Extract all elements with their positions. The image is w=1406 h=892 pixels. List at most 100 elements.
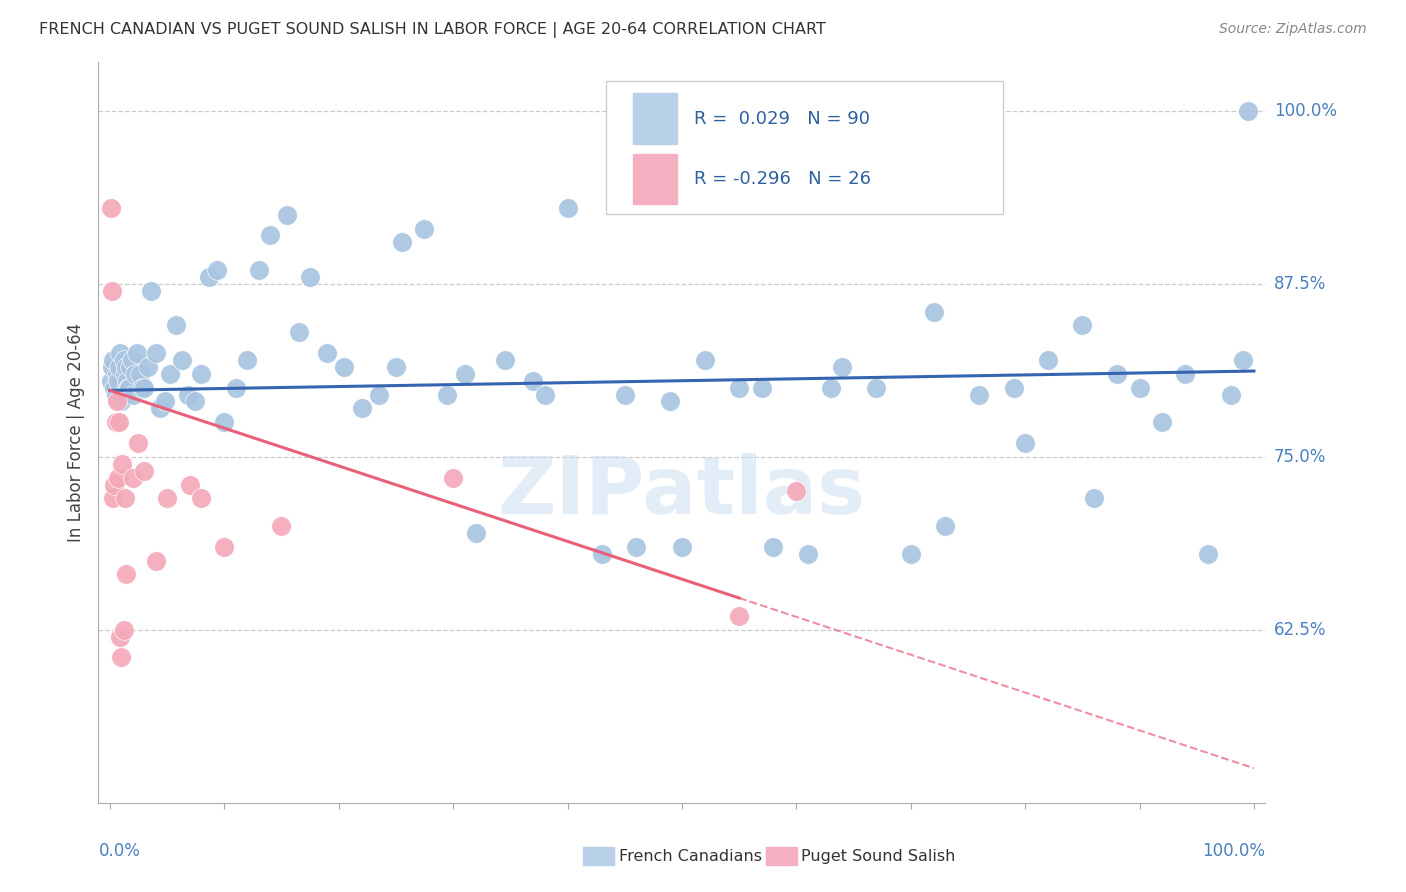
Point	[453, 367, 475, 381]
Point	[170, 353, 193, 368]
Point	[1174, 367, 1197, 381]
Point	[391, 235, 413, 250]
Point	[751, 381, 773, 395]
Point	[934, 519, 956, 533]
Point	[149, 401, 172, 416]
Point	[1152, 415, 1174, 429]
Point	[103, 477, 125, 491]
Point	[797, 547, 820, 561]
Point	[100, 374, 122, 388]
Point	[225, 381, 247, 395]
Point	[299, 269, 322, 284]
Point	[214, 540, 236, 554]
Point	[108, 359, 131, 374]
Point	[159, 367, 181, 381]
Point	[1014, 436, 1036, 450]
Point	[114, 367, 136, 381]
Point	[101, 359, 124, 374]
Point	[900, 547, 922, 561]
Point	[1128, 381, 1150, 395]
Point	[591, 547, 613, 561]
Point	[104, 415, 127, 429]
Point	[190, 491, 212, 506]
Point	[121, 470, 143, 484]
Point	[441, 470, 464, 484]
Point	[153, 394, 176, 409]
Point	[145, 346, 167, 360]
Point	[831, 359, 853, 374]
Point	[115, 359, 138, 374]
Point	[1071, 318, 1094, 333]
Point	[865, 381, 887, 395]
Point	[533, 387, 555, 401]
Point	[693, 353, 716, 368]
Text: 0.0%: 0.0%	[98, 842, 141, 860]
Point	[1237, 103, 1260, 118]
Y-axis label: In Labor Force | Age 20-64: In Labor Force | Age 20-64	[67, 323, 86, 542]
Text: 62.5%: 62.5%	[1274, 621, 1326, 639]
Point	[108, 415, 131, 429]
Point	[1105, 367, 1128, 381]
Point	[385, 359, 408, 374]
Point	[762, 540, 785, 554]
Point	[1197, 547, 1219, 561]
FancyBboxPatch shape	[633, 94, 678, 144]
Point	[107, 374, 129, 388]
Point	[134, 381, 156, 395]
Point	[105, 394, 128, 409]
Point	[136, 359, 159, 374]
Point	[112, 623, 135, 637]
Point	[494, 353, 516, 368]
Point	[103, 381, 125, 395]
Text: R = -0.296   N = 26: R = -0.296 N = 26	[693, 170, 870, 188]
Point	[115, 374, 138, 388]
Text: Puget Sound Salish: Puget Sound Salish	[801, 849, 956, 863]
Point	[111, 457, 134, 471]
Point	[436, 387, 458, 401]
Point	[236, 353, 259, 368]
Point	[100, 201, 122, 215]
Text: FRENCH CANADIAN VS PUGET SOUND SALISH IN LABOR FORCE | AGE 20-64 CORRELATION CHA: FRENCH CANADIAN VS PUGET SOUND SALISH IN…	[39, 22, 827, 38]
Point	[127, 436, 149, 450]
Point	[613, 387, 636, 401]
Point	[108, 630, 131, 644]
Point	[624, 540, 647, 554]
Point	[557, 201, 579, 215]
Point	[118, 381, 141, 395]
Point	[785, 484, 807, 499]
Point	[728, 381, 751, 395]
Point	[183, 394, 205, 409]
Point	[145, 554, 167, 568]
Point	[110, 394, 132, 409]
Point	[121, 353, 143, 368]
Point	[270, 519, 292, 533]
Point	[176, 387, 198, 401]
Point	[131, 381, 153, 395]
Point	[1232, 353, 1254, 368]
Point	[259, 228, 281, 243]
Point	[111, 387, 134, 401]
Point	[108, 346, 131, 360]
Point	[107, 470, 129, 484]
Point	[105, 367, 128, 381]
Point	[179, 477, 201, 491]
Point	[659, 394, 682, 409]
Point	[1083, 491, 1105, 506]
Point	[333, 359, 356, 374]
FancyBboxPatch shape	[633, 154, 678, 204]
Point	[156, 491, 179, 506]
Point	[207, 263, 229, 277]
Point	[103, 353, 125, 368]
Point	[1036, 353, 1059, 368]
Point	[127, 346, 149, 360]
Point	[465, 525, 488, 540]
Point	[287, 326, 309, 340]
Point	[969, 387, 991, 401]
Point	[820, 381, 842, 395]
Text: R =  0.029   N = 90: R = 0.029 N = 90	[693, 110, 869, 128]
Point	[114, 491, 136, 506]
Point	[728, 609, 751, 624]
Point	[1220, 387, 1243, 401]
Point	[214, 415, 236, 429]
Point	[112, 353, 135, 368]
